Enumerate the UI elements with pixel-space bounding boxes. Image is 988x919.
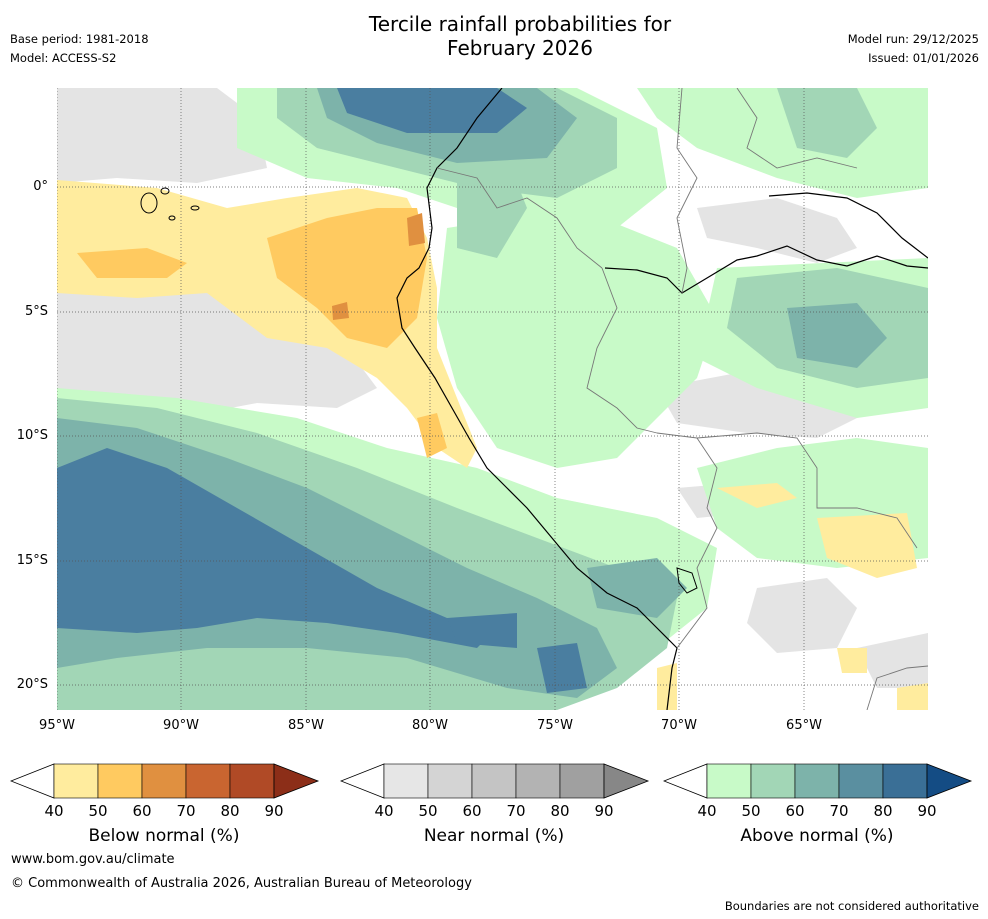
above-normal-70-80 (57, 88, 587, 693)
lon-label-80w: 80°W (412, 718, 448, 733)
lon-label-90w: 90°W (163, 718, 199, 733)
above-colorbar-segment (706, 763, 752, 799)
model-info: Base period: 1981-2018 Model: ACCESS-S2 (10, 30, 149, 68)
copyright-text: © Commonwealth of Australia 2026, Austra… (11, 876, 472, 891)
galapagos-islands (140, 187, 200, 221)
above-colorbar-tick: 60 (785, 802, 805, 820)
above-colorbar-segment (794, 763, 840, 799)
near-colorbar-under-triangle (340, 763, 385, 799)
above-colorbar-tick: 80 (873, 802, 893, 820)
lat-label-0: 0° (33, 179, 48, 194)
above-colorbar-tick: 40 (697, 802, 717, 820)
near-colorbar-tick: 90 (594, 802, 614, 820)
below-colorbar-segment (53, 763, 99, 799)
lat-label-20s: 20°S (16, 677, 48, 692)
above-colorbar-over-triangle (926, 763, 973, 799)
near-colorbar-segment (471, 763, 517, 799)
lat-label-15s: 15°S (16, 553, 48, 568)
title-line-1: Tercile rainfall probabilities for (368, 12, 672, 36)
lon-label-65w: 65°W (786, 718, 822, 733)
above-colorbar-tick: 50 (741, 802, 761, 820)
near-colorbar-tick: 40 (374, 802, 394, 820)
near-normal-colorbar (340, 763, 650, 799)
near-colorbar-tick: 80 (550, 802, 570, 820)
below-colorbar-tick: 40 (44, 802, 64, 820)
below-colorbar-tick: 80 (220, 802, 240, 820)
lat-label-10s: 10°S (16, 428, 48, 443)
below-colorbar-segment (185, 763, 231, 799)
model-run-text: Model run: 29/12/2025 (847, 32, 979, 46)
map-canvas (57, 88, 928, 710)
below-colorbar-segment (141, 763, 187, 799)
lon-label-70w: 70°W (661, 718, 697, 733)
lon-label-85w: 85°W (288, 718, 324, 733)
run-info: Model run: 29/12/2025 Issued: 01/01/2026 (848, 30, 979, 68)
below-colorbar-segment (97, 763, 143, 799)
above-colorbar-tick: 90 (917, 802, 937, 820)
below-normal-colorbar (10, 763, 320, 799)
below-colorbar-tick: 60 (132, 802, 152, 820)
near-colorbar-segment (427, 763, 473, 799)
model-text: Model: ACCESS-S2 (10, 51, 117, 65)
below-normal-50-60 (77, 208, 447, 458)
website-text: www.bom.gov.au/climate (11, 852, 175, 867)
base-period-text: Base period: 1981-2018 (10, 32, 149, 46)
issued-text: Issued: 01/01/2026 (868, 51, 979, 65)
below-colorbar-tick: 50 (88, 802, 108, 820)
above-colorbar-under-triangle (663, 763, 708, 799)
near-colorbar-segment (515, 763, 561, 799)
below-colorbar-over-triangle (273, 763, 320, 799)
country-borders (436, 88, 928, 710)
below-colorbar-under-triangle (10, 763, 55, 799)
probability-map[interactable] (57, 88, 928, 710)
near-colorbar-tick: 50 (418, 802, 438, 820)
lat-label-5s: 5°S (24, 304, 48, 319)
above-colorbar-tick: 70 (829, 802, 849, 820)
below-normal-60-70 (332, 213, 425, 320)
amazon-river (604, 245, 928, 294)
near-colorbar-tick: 60 (462, 802, 482, 820)
below-colorbar-label: Below normal (%) (88, 826, 240, 846)
map-title: Tercile rainfall probabilities for Febru… (0, 12, 988, 60)
gridlines (57, 88, 928, 710)
lon-label-95w: 95°W (39, 718, 75, 733)
disclaimer-text: Boundaries are not considered authoritat… (724, 899, 979, 913)
coastline (396, 88, 678, 710)
below-colorbar-segment (229, 763, 275, 799)
above-colorbar-segment (750, 763, 796, 799)
above-colorbar-segment (838, 763, 884, 799)
lon-label-75w: 75°W (537, 718, 573, 733)
below-colorbar-tick: 70 (176, 802, 196, 820)
near-colorbar-segment (559, 763, 605, 799)
near-colorbar-label: Near normal (%) (423, 826, 565, 846)
lake-titicaca (676, 567, 698, 594)
above-colorbar-segment (882, 763, 928, 799)
above-colorbar-label: Above normal (%) (740, 826, 894, 846)
near-colorbar-segment (383, 763, 429, 799)
upper-river (768, 192, 928, 259)
near-colorbar-tick: 70 (506, 802, 526, 820)
title-line-2: February 2026 (447, 36, 593, 60)
below-colorbar-tick: 90 (264, 802, 284, 820)
near-colorbar-over-triangle (603, 763, 650, 799)
above-normal-colorbar (663, 763, 973, 799)
